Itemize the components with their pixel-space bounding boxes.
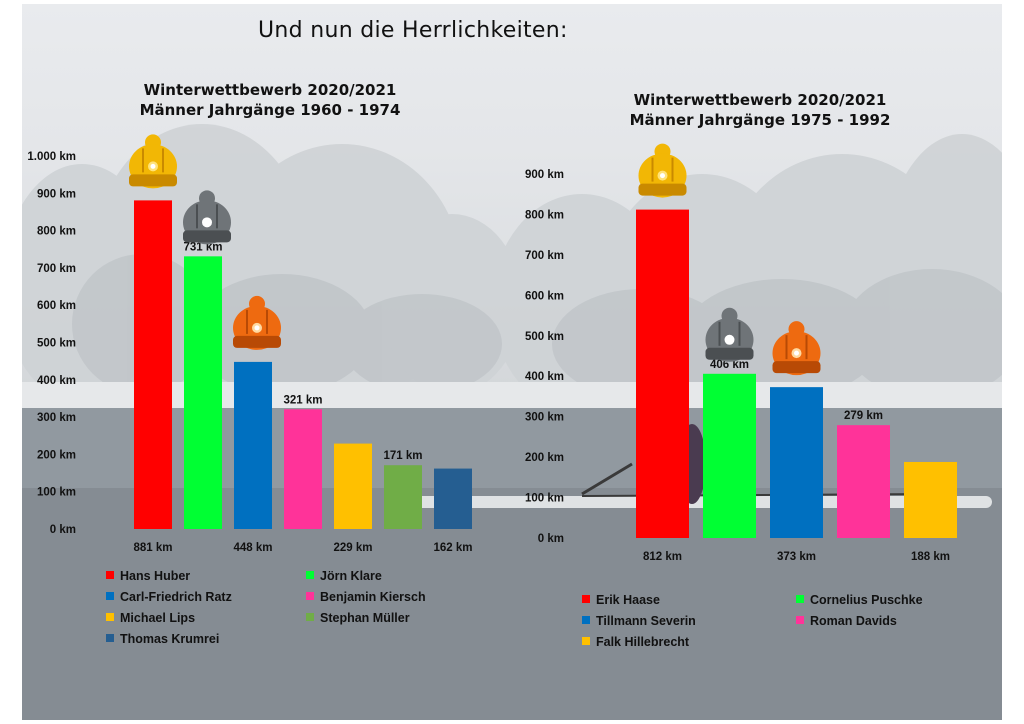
chart-1-data-label-3: 448 km [233, 542, 272, 554]
chart-2-ytick-label: 500 km [525, 331, 564, 343]
legend-swatch [106, 571, 114, 579]
chart-2-ytick-label: 0 km [538, 533, 564, 545]
legend-label: Benjamin Kiersch [320, 590, 426, 604]
chart-2-ytick-label: 700 km [525, 250, 564, 262]
chart-2-bar-3 [770, 387, 823, 538]
legend-label: Michael Lips [120, 611, 196, 625]
legend-swatch [796, 616, 804, 624]
chart-2-bronze-beanie-icon [772, 321, 821, 376]
legend-swatch [582, 595, 590, 603]
legend-label: Cornelius Puschke [810, 593, 923, 607]
legend-label: Hans Huber [120, 569, 191, 583]
chart-1-bar-1 [134, 200, 172, 529]
chart-2-silver-beanie-icon [705, 307, 754, 362]
chart-1-silver-beanie-icon [183, 190, 231, 245]
chart-1-ytick-label: 100 km [37, 487, 76, 499]
chart-2-legend-item: Erik Haase [582, 593, 660, 607]
chart-1-ytick-label: 900 km [37, 188, 76, 200]
chart-1-legend-item: Jörn Klare [306, 569, 382, 583]
chart-1-ytick-label: 600 km [37, 300, 76, 312]
chart-1-ytick-label: 800 km [37, 226, 76, 238]
chart-1-gold-beanie-icon [129, 134, 177, 189]
chart-2-legend-item: Roman Davids [796, 614, 897, 628]
chart-2-title: Winterwettbewerb 2020/2021 [633, 91, 887, 109]
chart-1-ytick-label: 0 km [50, 524, 76, 536]
chart-2-ytick-label: 800 km [525, 209, 564, 221]
chart-1-bar-6 [384, 465, 422, 529]
legend-label: Jörn Klare [320, 569, 382, 583]
chart-1-ytick-label: 300 km [37, 412, 76, 424]
chart-2-ytick-label: 400 km [525, 371, 564, 383]
chart-1-legend-item: Carl-Friedrich Ratz [106, 590, 232, 604]
chart-2-subtitle: Männer Jahrgänge 1975 - 1992 [629, 111, 891, 129]
chart-1-bar-3 [234, 361, 272, 529]
chart-2-legend-item: Tillmann Severin [582, 614, 696, 628]
chart-2-data-label-2: 406 km [710, 359, 749, 371]
chart-2-data-label-4: 279 km [844, 410, 883, 422]
legend-swatch [106, 634, 114, 642]
chart-1-bar-7 [434, 468, 472, 529]
page-title: Und nun die Herrlichkeiten: [258, 18, 568, 43]
legend-swatch [796, 595, 804, 603]
chart-1-ytick-label: 200 km [37, 449, 76, 461]
chart-2-bar-4 [837, 425, 890, 538]
chart-2-ytick-label: 200 km [525, 452, 564, 464]
chart-1-ytick-label: 400 km [37, 375, 76, 387]
legend-label: Stephan Müller [320, 611, 410, 625]
chart-2-bar-1 [636, 209, 689, 538]
chart-1-data-label-5: 229 km [333, 542, 372, 554]
legend-swatch [306, 613, 314, 621]
legend-label: Tillmann Severin [596, 614, 696, 628]
chart-2-legend-item: Cornelius Puschke [796, 593, 923, 607]
chart-1-data-label-1: 881 km [133, 542, 172, 554]
chart-2-gold-beanie-icon [638, 143, 687, 198]
chart-2-legend-item: Falk Hillebrecht [582, 635, 689, 649]
chart-1-bar-5 [334, 443, 372, 529]
chart-1-legend-item: Stephan Müller [306, 611, 410, 625]
chart-1-legend-item: Benjamin Kiersch [306, 590, 426, 604]
chart-2-data-label-5: 188 km [911, 551, 950, 563]
chart-1-legend-item: Thomas Krumrei [106, 632, 219, 646]
legend-swatch [106, 592, 114, 600]
legend-label: Roman Davids [810, 614, 897, 628]
chart-1-legend-item: Hans Huber [106, 569, 190, 583]
chart-1-data-label-6: 171 km [383, 450, 422, 462]
chart-1-bronze-beanie-icon [233, 295, 281, 350]
legend-label: Thomas Krumrei [120, 632, 220, 646]
legend-swatch [582, 616, 590, 624]
chart-1-ytick-label: 500 km [37, 338, 76, 350]
legend-swatch [306, 592, 314, 600]
chart-2-data-label-1: 812 km [643, 551, 682, 563]
chart-1-data-label-4: 321 km [283, 394, 322, 406]
chart-2-data-label-3: 373 km [777, 551, 816, 563]
chart-2-ytick-label: 100 km [525, 493, 564, 505]
chart-1-data-label-2: 731 km [183, 241, 222, 253]
legend-label: Erik Haase [596, 593, 660, 607]
chart-1-data-label-7: 162 km [433, 542, 472, 554]
chart-2-ytick-label: 900 km [525, 169, 564, 181]
legend-swatch [582, 637, 590, 645]
chart-2-title-block: Winterwettbewerb 2020/2021 Männer Jahrgä… [610, 90, 910, 130]
chart-1-legend-item: Michael Lips [106, 611, 195, 625]
chart-1-subtitle: Männer Jahrgänge 1960 - 1974 [139, 101, 401, 119]
chart-1-bar-2 [184, 256, 222, 529]
chart-2-ytick-label: 600 km [525, 290, 564, 302]
chart-1-title: Winterwettbewerb 2020/2021 [143, 81, 397, 99]
legend-swatch [306, 571, 314, 579]
chart-2-ytick-label: 300 km [525, 412, 564, 424]
legend-label: Falk Hillebrecht [596, 635, 690, 649]
legend-label: Carl-Friedrich Ratz [120, 590, 232, 604]
chart-1-title-block: Winterwettbewerb 2020/2021 Männer Jahrgä… [120, 80, 420, 120]
chart-1-ytick-label: 700 km [37, 263, 76, 275]
legend-swatch [106, 613, 114, 621]
chart-2-bar-2 [703, 373, 756, 538]
chart-1-bar-4 [284, 409, 322, 529]
chart-1-ytick-label: 1.000 km [27, 151, 76, 163]
chart-2-bar-5 [904, 461, 957, 538]
